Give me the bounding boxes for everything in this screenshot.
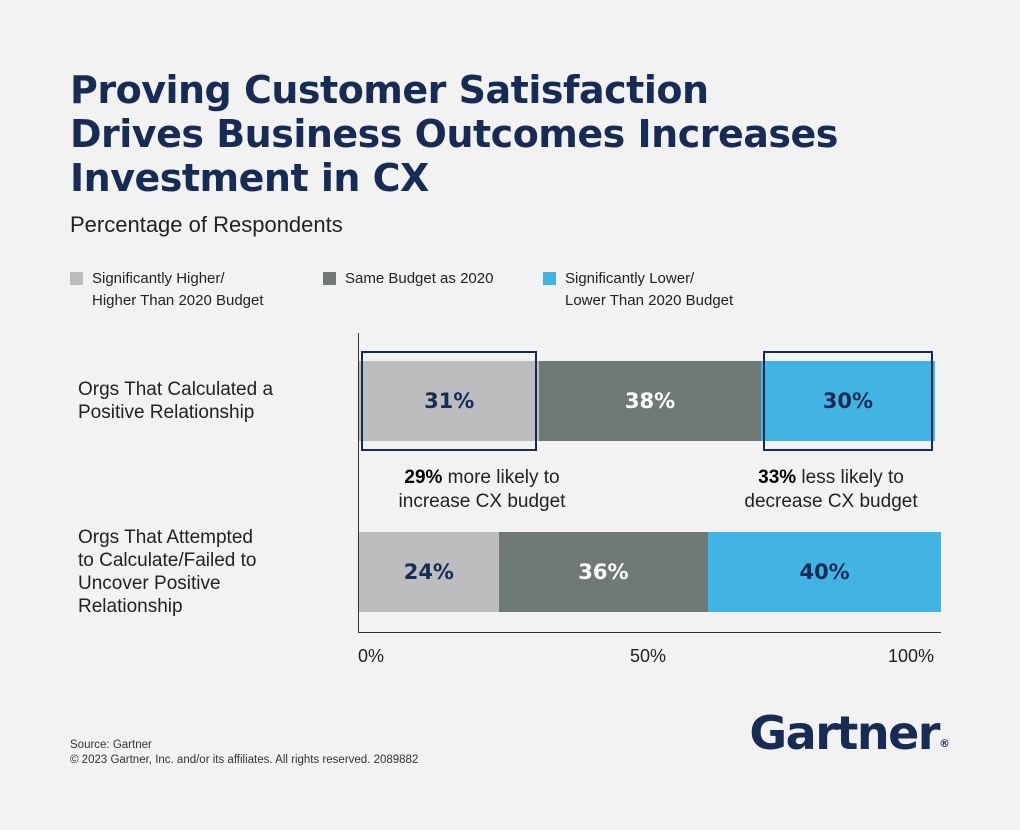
row-label-attempted: Orgs That Attempted to Calculate/Failed … bbox=[78, 526, 257, 618]
chart-title: Proving Customer Satisfaction Drives Bus… bbox=[70, 68, 930, 200]
y-axis-line bbox=[358, 333, 359, 633]
bar-row-1: 31% 38% 30% bbox=[359, 361, 936, 441]
annotation-bold-value: 33% bbox=[758, 467, 797, 488]
legend-swatch-higher bbox=[70, 272, 83, 285]
brand-name: Gartner bbox=[749, 706, 940, 760]
legend-label: Significantly Lower/ bbox=[565, 270, 695, 287]
chart-subtitle: Percentage of Respondents bbox=[70, 212, 343, 237]
title-line: Proving Customer Satisfaction bbox=[70, 68, 709, 112]
row-label-line: Uncover Positive bbox=[78, 573, 221, 594]
annotation-text: decrease CX budget bbox=[744, 491, 918, 512]
legend-label: Significantly Higher/ bbox=[92, 270, 225, 287]
legend-label: Lower Than 2020 Budget bbox=[565, 292, 734, 309]
bar-row-2: 24% 36% 40% bbox=[359, 532, 941, 612]
row-label-line: Orgs That Attempted bbox=[78, 527, 253, 548]
bar-segment-same: 36% bbox=[498, 532, 710, 612]
legend-item-lower: Significantly Lower/ Lower Than 2020 Bud… bbox=[543, 268, 733, 312]
row-label-line: Orgs That Calculated a bbox=[78, 379, 274, 400]
legend-item-higher: Significantly Higher/ Higher Than 2020 B… bbox=[70, 268, 264, 312]
highlight-box bbox=[762, 351, 934, 451]
annotation-text: more likely to bbox=[442, 467, 560, 488]
legend-swatch-lower bbox=[543, 272, 556, 285]
title-line: Investment in CX bbox=[70, 156, 429, 200]
legend-label: Same Budget as 2020 bbox=[345, 270, 494, 287]
footer: Source: Gartner © 2023 Gartner, Inc. and… bbox=[70, 738, 418, 768]
row-label-line: Relationship bbox=[78, 596, 183, 617]
bar-segment-lower: 30% bbox=[760, 361, 936, 441]
annotation-increase: 29% more likely to increase CX budget bbox=[352, 466, 612, 514]
bar-segment-higher: 24% bbox=[359, 532, 500, 612]
x-tick-label: 0% bbox=[358, 646, 385, 666]
legend-item-same: Same Budget as 2020 bbox=[323, 268, 493, 290]
legend-label: Higher Than 2020 Budget bbox=[92, 292, 264, 309]
row-label-calculated: Orgs That Calculated a Positive Relation… bbox=[78, 378, 273, 424]
bar-segment-lower: 40% bbox=[708, 532, 941, 612]
row-label-line: to Calculate/Failed to bbox=[78, 550, 257, 571]
registered-mark: ® bbox=[939, 737, 950, 750]
gartner-logo: Gartner® bbox=[749, 706, 950, 760]
copyright-note: © 2023 Gartner, Inc. and/or its affiliat… bbox=[70, 754, 419, 766]
legend-swatch-same bbox=[323, 272, 336, 285]
annotation-decrease: 33% less likely to decrease CX budget bbox=[701, 466, 961, 514]
source-note: Source: Gartner bbox=[70, 739, 152, 751]
bar-segment-same: 38% bbox=[539, 361, 762, 441]
bar-segment-higher: 31% bbox=[359, 361, 541, 441]
highlight-box bbox=[361, 351, 538, 451]
x-tick-label: 100% bbox=[888, 646, 935, 666]
x-axis-line bbox=[358, 632, 941, 633]
row-label-line: Positive Relationship bbox=[78, 402, 255, 423]
annotation-text: less likely to bbox=[796, 467, 904, 488]
annotation-bold-value: 29% bbox=[404, 467, 443, 488]
title-line: Drives Business Outcomes Increases bbox=[70, 112, 838, 156]
annotation-text: increase CX budget bbox=[398, 491, 566, 512]
x-tick-label: 50% bbox=[630, 646, 667, 666]
